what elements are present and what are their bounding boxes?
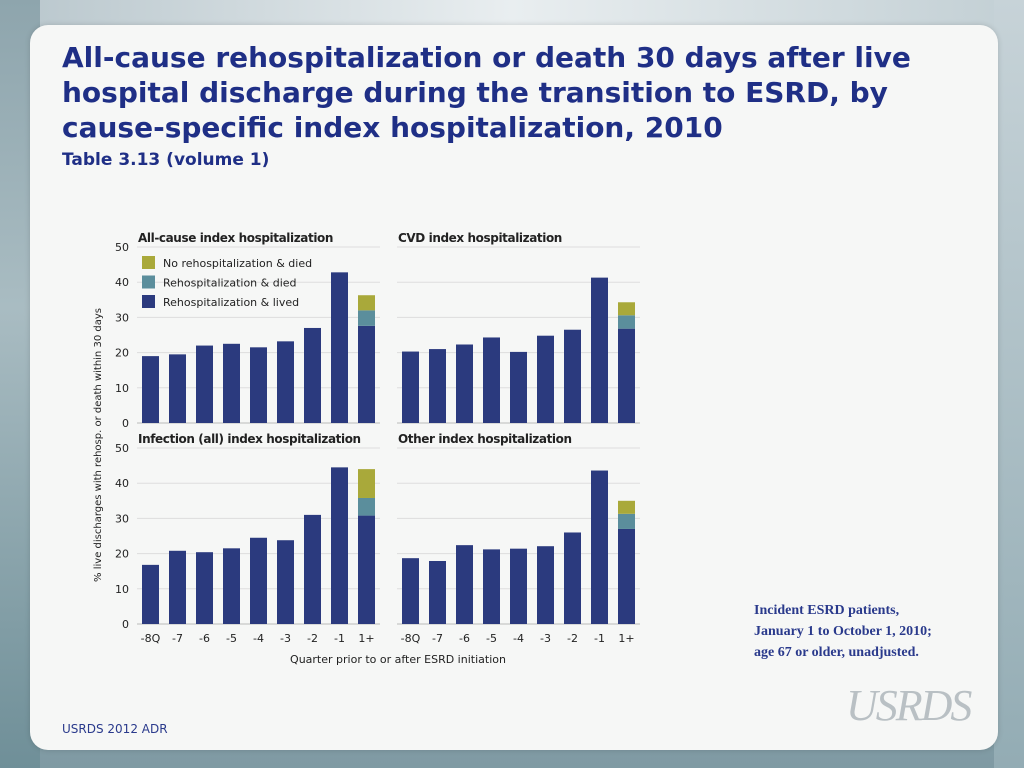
bar-segment — [456, 545, 473, 624]
bar-segment — [358, 310, 375, 326]
x-axis-label: Quarter prior to or after ESRD initiatio… — [290, 653, 506, 666]
bar-segment — [456, 344, 473, 423]
bar-segment — [537, 335, 554, 423]
bar-segment — [331, 467, 348, 624]
title-line: cause-specific index hospitalization, 20… — [62, 111, 723, 144]
bar-segment — [196, 345, 213, 423]
bar-segment — [591, 470, 608, 624]
x-tick-label: -3 — [280, 632, 291, 645]
bar-segment — [618, 513, 635, 529]
x-tick-label: -4 — [253, 632, 264, 645]
title-line: hospital discharge during the transition… — [62, 76, 888, 109]
y-tick-label: 50 — [115, 442, 129, 455]
x-tick-label: -7 — [172, 632, 183, 645]
background-right — [994, 0, 1024, 768]
bar-segment — [142, 356, 159, 423]
legend-swatch — [142, 295, 155, 308]
x-tick-label: -8Q — [401, 632, 421, 645]
x-tick-label: -1 — [594, 632, 605, 645]
bar-segment — [196, 552, 213, 624]
bar-segment — [331, 272, 348, 423]
y-tick-label: 10 — [115, 382, 129, 395]
bar-segment — [223, 548, 240, 624]
x-tick-label: -1 — [334, 632, 345, 645]
bar-segment — [250, 537, 267, 624]
x-tick-label: -3 — [540, 632, 551, 645]
panel-title: CVD index hospitalization — [398, 231, 562, 245]
legend-swatch — [142, 275, 155, 289]
bar-segment — [277, 341, 294, 423]
x-tick-label: 1+ — [358, 632, 374, 645]
bar-segment — [304, 514, 321, 624]
slide-title: All-cause rehospitalization or death 30 … — [62, 40, 962, 145]
bar-segment — [358, 295, 375, 311]
bar-segment — [277, 540, 294, 624]
bar-segment — [591, 277, 608, 423]
slide-subtitle: Table 3.13 (volume 1) — [62, 150, 270, 170]
y-tick-label: 50 — [115, 241, 129, 254]
panel-title: All-cause index hospitalization — [138, 231, 333, 245]
bar-segment — [429, 560, 446, 624]
bar-segment — [358, 325, 375, 423]
bar-segment — [618, 528, 635, 624]
panel-title: Infection (all) index hospitalization — [138, 432, 361, 446]
bar-segment — [564, 532, 581, 624]
y-tick-label: 40 — [115, 276, 129, 289]
bar-segment — [429, 349, 446, 423]
bar-segment — [510, 548, 527, 624]
bar-segment — [250, 347, 267, 423]
bar-segment — [483, 337, 500, 423]
usrds-logo: USRDS — [846, 681, 972, 730]
x-tick-label: -2 — [307, 632, 318, 645]
note-line: Incident ESRD patients, — [754, 603, 900, 618]
bar-segment — [142, 564, 159, 624]
footer-source: USRDS 2012 ADR — [62, 722, 168, 736]
bar-segment — [618, 315, 635, 329]
x-tick-label: 1+ — [618, 632, 634, 645]
y-axis-label: % live discharges with rehosp. or death … — [93, 308, 104, 582]
legend-label: Rehospitalization & lived — [163, 296, 299, 309]
bar-segment — [169, 550, 186, 624]
legend-label: Rehospitalization & died — [163, 277, 297, 290]
title-line: All-cause rehospitalization or death 30 … — [62, 41, 911, 74]
note-line: January 1 to October 1, 2010; — [754, 624, 932, 639]
bar-segment — [169, 354, 186, 423]
bar-segment — [402, 558, 419, 624]
data-note: Incident ESRD patients, January 1 to Oct… — [754, 600, 994, 663]
y-tick-label: 30 — [115, 512, 129, 525]
x-tick-label: -8Q — [141, 632, 161, 645]
x-tick-label: -7 — [432, 632, 443, 645]
x-tick-label: -6 — [199, 632, 210, 645]
x-tick-label: -6 — [459, 632, 470, 645]
bar-segment — [223, 343, 240, 423]
bar-segment — [537, 546, 554, 624]
y-tick-label: 0 — [122, 417, 129, 430]
x-tick-label: -4 — [513, 632, 524, 645]
x-tick-label: -2 — [567, 632, 578, 645]
note-line: age 67 or older, unadjusted. — [754, 645, 919, 660]
bar-segment — [402, 351, 419, 423]
panel-title: Other index hospitalization — [398, 432, 572, 446]
bar-segment — [564, 329, 581, 423]
bar-segment — [618, 302, 635, 316]
bar-segment — [510, 351, 527, 423]
bar-segment — [483, 549, 500, 624]
y-tick-label: 30 — [115, 311, 129, 324]
legend-swatch — [142, 256, 155, 269]
bar-segment — [358, 497, 375, 516]
bar-segment — [618, 328, 635, 423]
y-tick-label: 0 — [122, 618, 129, 631]
legend-label: No rehospitalization & died — [163, 257, 312, 270]
y-tick-label: 10 — [115, 583, 129, 596]
bar-segment — [358, 469, 375, 498]
y-tick-label: 20 — [115, 548, 129, 561]
bar-segment — [304, 327, 321, 423]
bar-segment — [618, 500, 635, 514]
y-tick-label: 20 — [115, 347, 129, 360]
y-tick-label: 40 — [115, 477, 129, 490]
x-tick-label: -5 — [226, 632, 237, 645]
bar-segment — [358, 515, 375, 624]
x-tick-label: -5 — [486, 632, 497, 645]
